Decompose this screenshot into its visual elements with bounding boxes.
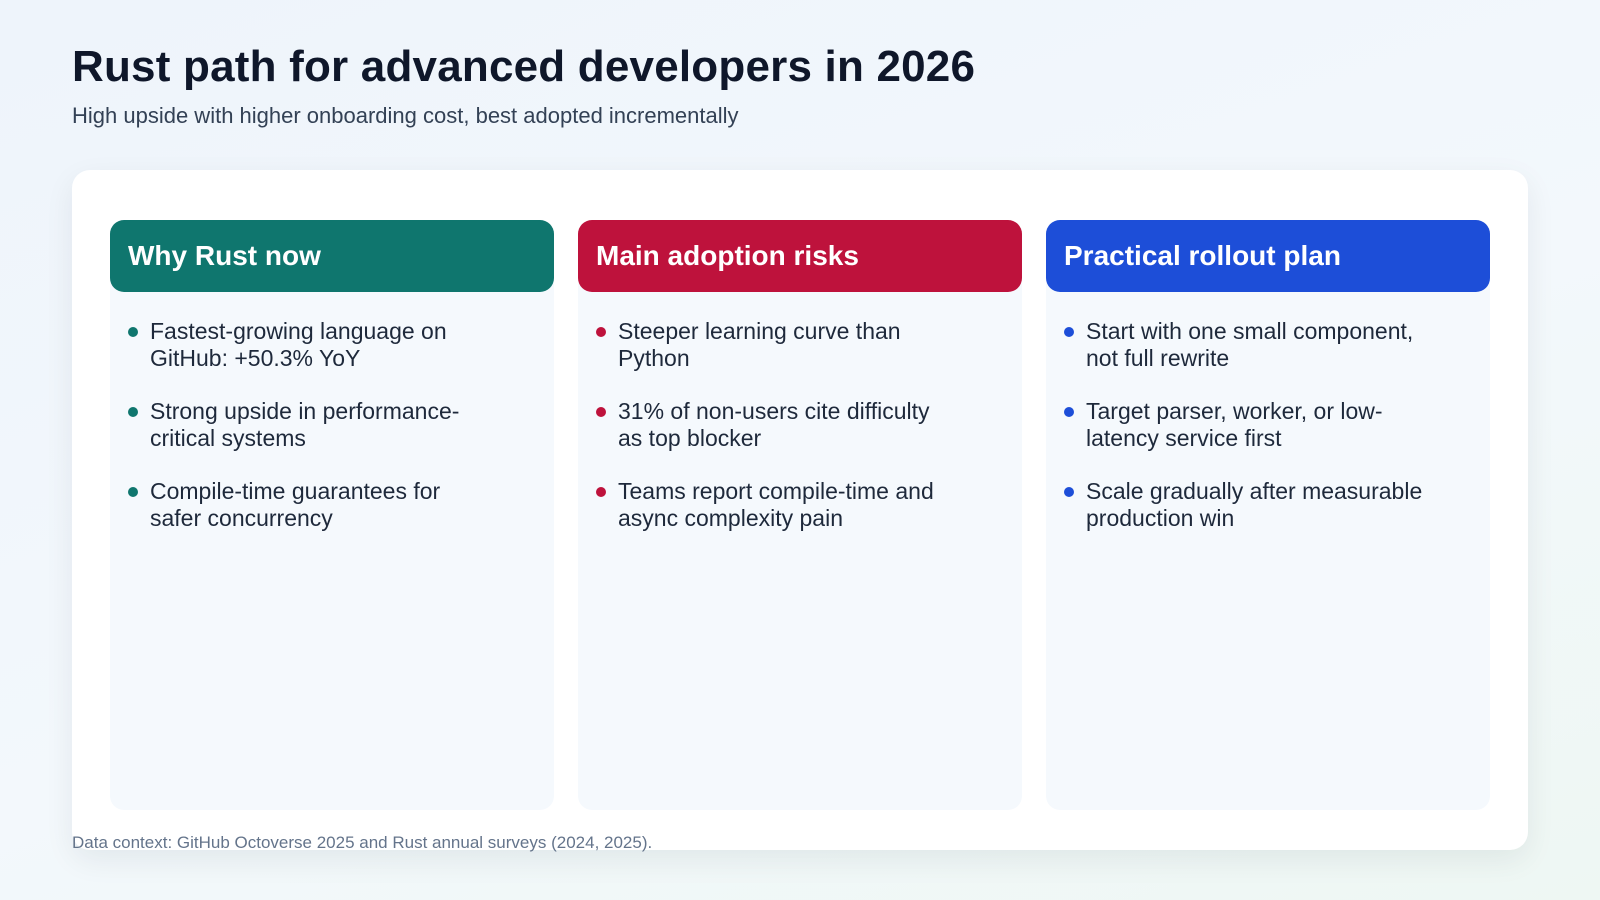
bullet-text: 31% of non-users cite difficulty as top … <box>618 398 930 451</box>
bullet-item: Teams report compile-time and async comp… <box>596 478 956 532</box>
bullet-item: Steeper learning curve than Python <box>596 318 956 372</box>
bullet-dot-icon <box>596 327 606 337</box>
bullet-list: Fastest-growing language on GitHub: +50.… <box>110 292 554 532</box>
bullet-item: Fastest-growing language on GitHub: +50.… <box>128 318 488 372</box>
bullet-dot-icon <box>128 407 138 417</box>
bullet-text: Fastest-growing language on GitHub: +50.… <box>150 318 447 371</box>
content-card: Why Rust now Fastest-growing language on… <box>72 170 1528 850</box>
slide-title: Rust path for advanced developers in 202… <box>72 42 976 91</box>
bullet-dot-icon <box>128 487 138 497</box>
column-main-adoption-risks: Main adoption risks Steeper learning cur… <box>578 220 1022 810</box>
bullet-text: Start with one small component, not full… <box>1086 318 1414 371</box>
bullet-text: Scale gradually after measurable product… <box>1086 478 1423 531</box>
bullet-text: Teams report compile-time and async comp… <box>618 478 934 531</box>
column-heading: Practical rollout plan <box>1046 220 1490 292</box>
column-practical-rollout-plan: Practical rollout plan Start with one sm… <box>1046 220 1490 810</box>
bullet-text: Steeper learning curve than Python <box>618 318 901 371</box>
bullet-item: Start with one small component, not full… <box>1064 318 1424 372</box>
bullet-text: Compile-time guarantees for safer concur… <box>150 478 441 531</box>
bullet-dot-icon <box>128 327 138 337</box>
column-heading: Main adoption risks <box>578 220 1022 292</box>
bullet-dot-icon <box>1064 487 1074 497</box>
bullet-list: Start with one small component, not full… <box>1046 292 1490 532</box>
bullet-dot-icon <box>1064 407 1074 417</box>
column-why-rust-now: Why Rust now Fastest-growing language on… <box>110 220 554 810</box>
bullet-item: Scale gradually after measurable product… <box>1064 478 1424 532</box>
bullet-text: Strong upside in performance-critical sy… <box>150 398 460 451</box>
slide-subtitle: High upside with higher onboarding cost,… <box>72 103 739 128</box>
bullet-dot-icon <box>1064 327 1074 337</box>
bullet-item: Compile-time guarantees for safer concur… <box>128 478 488 532</box>
data-source-footnote: Data context: GitHub Octoverse 2025 and … <box>72 833 653 852</box>
bullet-item: Target parser, worker, or low-latency se… <box>1064 398 1424 452</box>
bullet-list: Steeper learning curve than Python 31% o… <box>578 292 1022 532</box>
bullet-item: 31% of non-users cite difficulty as top … <box>596 398 956 452</box>
bullet-dot-icon <box>596 487 606 497</box>
bullet-item: Strong upside in performance-critical sy… <box>128 398 488 452</box>
column-heading: Why Rust now <box>110 220 554 292</box>
bullet-text: Target parser, worker, or low-latency se… <box>1086 398 1383 451</box>
bullet-dot-icon <box>596 407 606 417</box>
